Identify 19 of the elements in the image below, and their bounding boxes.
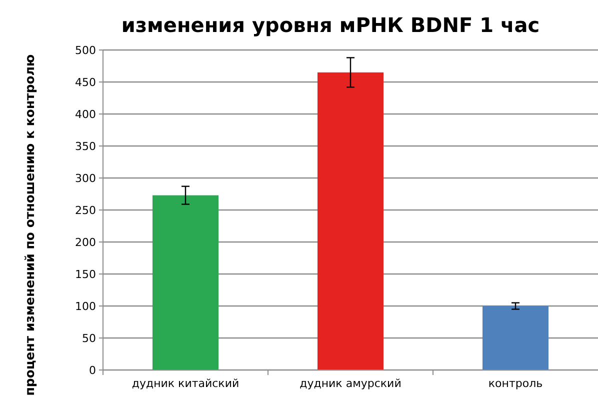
chart-title: изменения уровня мРНК BDNF 1 час	[121, 13, 540, 37]
bar	[152, 195, 218, 370]
y-tick-label: 350	[75, 140, 96, 153]
y-tick-label: 100	[75, 300, 96, 313]
x-tick-label: контроль	[488, 377, 543, 390]
y-tick-label: 50	[82, 332, 96, 345]
x-tick-label: дудник амурский	[300, 377, 402, 390]
y-tick-label: 450	[75, 76, 96, 89]
y-tick-label: 150	[75, 268, 96, 281]
y-tick-label: 200	[75, 236, 96, 249]
y-tick-label: 250	[75, 204, 96, 217]
y-axis-title: процент изменений по отношению к контролю	[22, 54, 37, 396]
bar	[482, 306, 548, 370]
x-tick-label: дудник китайский	[132, 377, 240, 390]
y-tick-label: 400	[75, 108, 96, 121]
y-tick-label: 0	[89, 364, 96, 377]
bar	[318, 72, 384, 370]
y-tick-label: 500	[75, 44, 96, 57]
y-tick-label: 300	[75, 172, 96, 185]
